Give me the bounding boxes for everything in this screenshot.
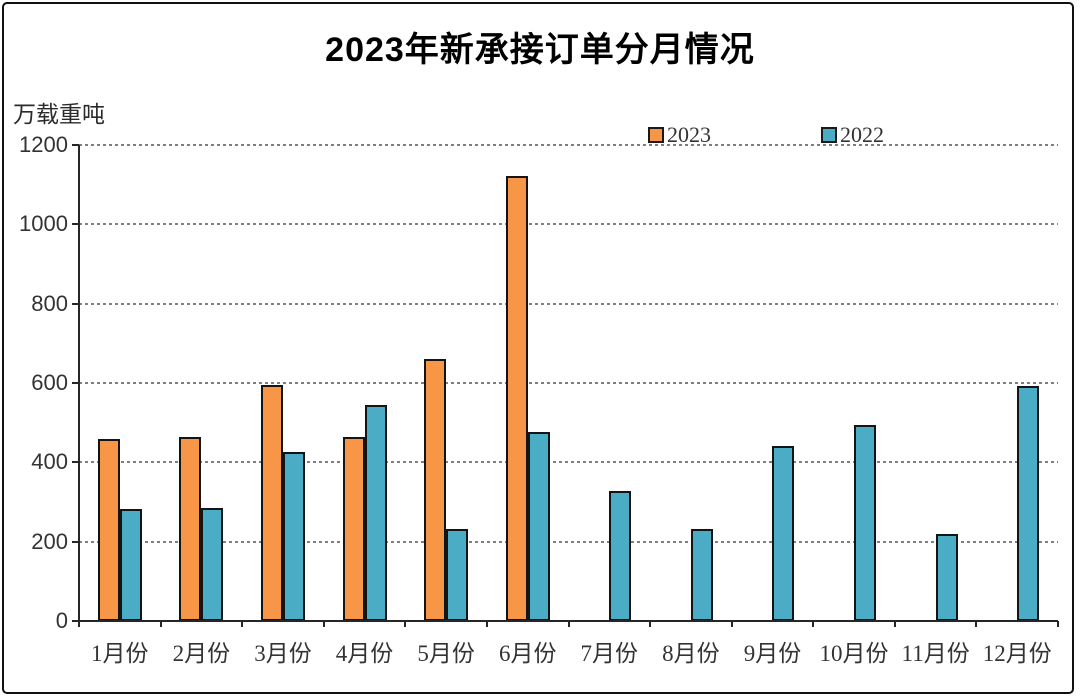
x-tick-mark-1: [159, 621, 162, 627]
x-tick-label-4: 4月份: [335, 641, 394, 666]
x-tick-mark-12: [1057, 621, 1059, 627]
chart-title: 2023年新承接订单分月情况: [325, 31, 755, 69]
y-tick-label-1200: 1200: [19, 132, 68, 157]
bar-2022-4月份: [364, 405, 387, 621]
gridline-1000: [79, 223, 1058, 226]
legend-label-2023: 2023: [667, 122, 711, 147]
x-tick-label-10: 10月份: [819, 641, 889, 666]
x-tick-label-7: 7月份: [580, 641, 639, 666]
gridline-200: [79, 540, 1058, 543]
y-tick-mark-200: [72, 540, 79, 543]
x-tick-label-6: 6月份: [498, 641, 557, 666]
x-tick-mark-6: [567, 621, 570, 627]
y-tick-label-400: 400: [31, 449, 68, 475]
y-tick-mark-800: [72, 302, 79, 305]
y-tick-label-200: 200: [31, 528, 68, 554]
y-tick-mark-1200: [72, 144, 79, 146]
bar-2023-3月份: [260, 385, 283, 621]
y-tick-label-1000: 1000: [19, 211, 68, 237]
bar-2022-9月份: [772, 446, 795, 621]
y-axis-line: [78, 145, 80, 621]
legend: 2023 2022: [648, 122, 884, 148]
x-tick-label-8: 8月份: [662, 641, 720, 666]
bar-2022-2月份: [201, 508, 224, 621]
bar-2022-1月份: [119, 509, 142, 621]
bar-2022-8月份: [690, 529, 713, 621]
bar-2022-3月份: [282, 452, 305, 621]
gridline-1200: [79, 144, 1058, 146]
x-tick-mark-2: [241, 621, 244, 627]
x-tick-mark-5: [485, 621, 488, 627]
bar-2022-12月份: [1017, 386, 1040, 621]
bar-2022-6月份: [527, 432, 550, 621]
bar-2022-7月份: [609, 491, 632, 621]
gridline-400: [79, 461, 1058, 464]
bar-2023-4月份: [342, 437, 365, 621]
x-tick-mark-0: [78, 621, 80, 627]
x-tick-mark-8: [730, 621, 733, 627]
x-tick-label-1: 1月份: [91, 641, 149, 666]
legend-label-2022: 2022: [840, 122, 884, 147]
bar-2023-5月份: [424, 359, 447, 621]
legend-swatch-2022: [821, 127, 837, 143]
x-tick-mark-10: [893, 621, 896, 627]
x-tick-label-2: 2月份: [172, 641, 231, 666]
y-tick-mark-0: [72, 620, 79, 622]
bar-2023-1月份: [97, 439, 120, 621]
x-tick-label-9: 9月份: [743, 641, 802, 666]
x-tick-mark-9: [812, 621, 815, 627]
x-tick-mark-4: [404, 621, 407, 627]
x-tick-mark-7: [649, 621, 652, 627]
bar-2022-11月份: [935, 534, 958, 621]
bar-2023-6月份: [505, 176, 528, 621]
legend-item-2022: 2022: [821, 122, 884, 148]
legend-item-2023: 2023: [648, 122, 711, 148]
gridline-800: [79, 302, 1058, 305]
gridline-600: [79, 382, 1058, 384]
y-tick-label-600: 600: [31, 370, 68, 395]
legend-swatch-2023: [648, 127, 664, 143]
bar-2022-5月份: [446, 529, 469, 621]
x-tick-label-3: 3月份: [254, 641, 312, 666]
y-tick-label-0: 0: [55, 608, 68, 633]
x-tick-label-5: 5月份: [417, 641, 475, 666]
y-axis-unit-label: 万载重吨: [13, 101, 105, 127]
x-tick-mark-3: [322, 621, 325, 627]
y-tick-label-800: 800: [31, 290, 68, 316]
x-tick-mark-11: [975, 621, 978, 627]
bar-2022-10月份: [854, 425, 877, 621]
y-tick-mark-1000: [72, 223, 79, 226]
x-tick-label-12: 12月份: [982, 641, 1052, 666]
x-tick-label-11: 11月份: [901, 641, 970, 666]
y-tick-mark-400: [72, 461, 79, 464]
y-tick-mark-600: [72, 382, 79, 384]
bar-2023-2月份: [179, 437, 202, 621]
